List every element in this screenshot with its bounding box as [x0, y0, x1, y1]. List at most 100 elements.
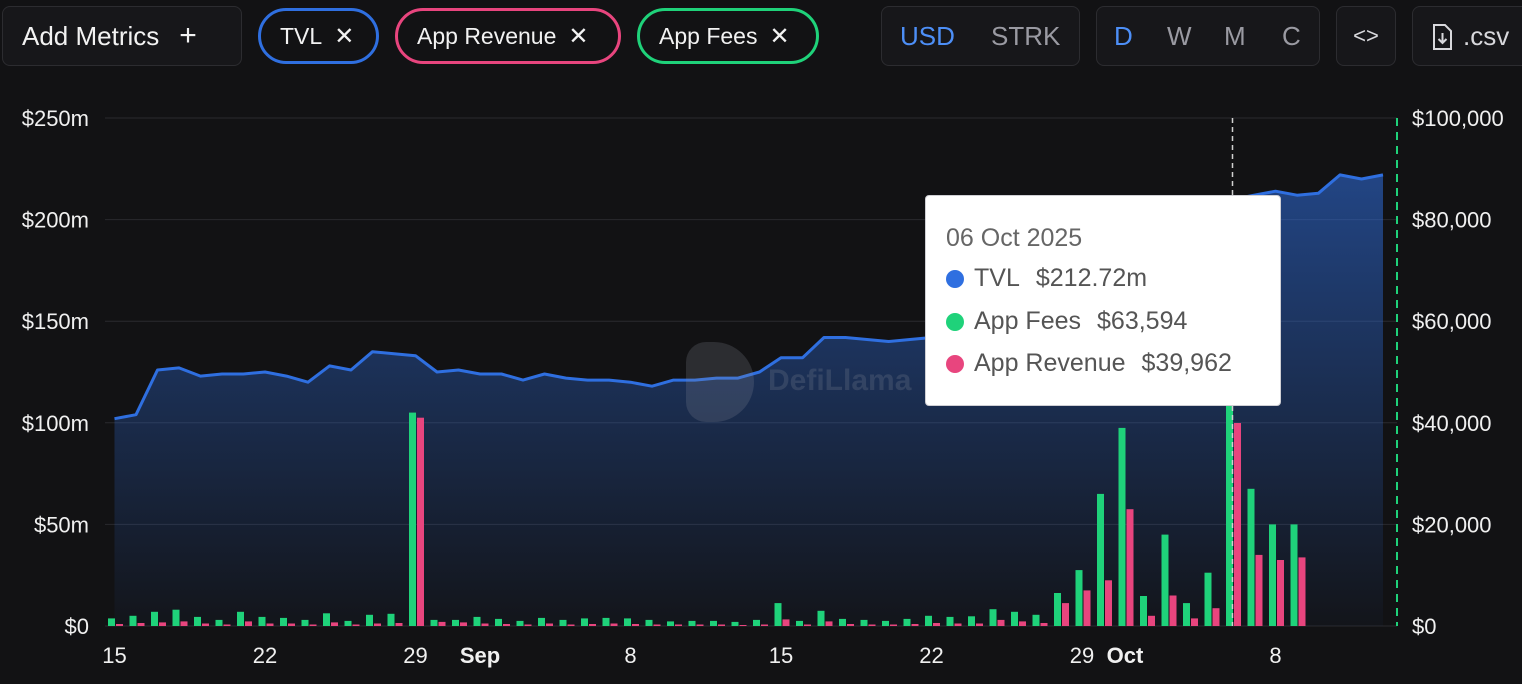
revenue-bar [309, 624, 317, 626]
y-left-tick-label: $250m [22, 106, 89, 131]
y-right-tick-label: $100,000 [1412, 106, 1504, 131]
fee-bar [430, 619, 438, 626]
revenue-bar [1105, 580, 1112, 626]
x-tick-label: 8 [1269, 643, 1281, 668]
metric-chip-app-fees[interactable]: App Fees ✕ [637, 8, 819, 64]
watermark-text: DefiLlama [768, 364, 912, 397]
currency-strk[interactable]: STRK [991, 20, 1061, 51]
fee-bar [839, 618, 846, 626]
fee-bar [624, 618, 631, 626]
tooltip-label: App Fees [974, 307, 1082, 335]
revenue-bar [1083, 590, 1091, 626]
legend-dot [946, 354, 964, 373]
revenue-bar [804, 624, 811, 626]
fee-bar [925, 615, 932, 626]
toolbar: Add Metrics + TVL ✕ App Revenue ✕ App Fe… [0, 0, 1522, 72]
fee-bar [1183, 603, 1190, 626]
y-right-tick-label: $0 [1412, 614, 1436, 639]
revenue-bar [481, 623, 489, 626]
fee-bar [409, 412, 416, 626]
fee-bar [1269, 524, 1276, 626]
currency-toggle: USD STRK [881, 6, 1080, 66]
fee-bar [559, 619, 567, 626]
close-icon[interactable]: ✕ [769, 22, 790, 50]
y-left-tick-label: $200m [22, 208, 89, 233]
x-tick-label: 22 [919, 643, 943, 668]
x-tick-label: 29 [1070, 643, 1094, 668]
fee-bar [301, 619, 309, 626]
y-left-tick-label: $100m [22, 411, 89, 436]
revenue-bar [331, 622, 338, 626]
fee-bar [387, 613, 395, 626]
x-tick-label: 29 [403, 643, 427, 668]
metric-label: TVL [280, 22, 323, 49]
x-tick-label: 15 [102, 643, 126, 668]
add-metrics-label: Add Metrics [22, 20, 160, 51]
period-c[interactable]: C [1282, 20, 1301, 51]
tooltip-label: TVL [974, 264, 1020, 292]
file-download-icon [1433, 24, 1452, 50]
revenue-bar [933, 623, 940, 626]
fee-bar [1075, 570, 1083, 626]
revenue-bar [739, 625, 747, 626]
currency-usd[interactable]: USD [900, 20, 955, 51]
tooltip-label: App Revenue [974, 349, 1126, 377]
revenue-bar [976, 623, 983, 626]
revenue-bar [1148, 615, 1155, 626]
revenue-bar [589, 624, 596, 626]
fee-bar [1011, 611, 1018, 626]
metric-label: App Revenue [417, 22, 557, 49]
chart-tooltip: 06 Oct 2025 TVL $212.72m App Fees $63,59… [925, 195, 1281, 406]
embed-button[interactable]: <> [1336, 6, 1396, 66]
fee-bar [860, 619, 868, 626]
x-tick-label: 22 [253, 643, 277, 668]
metric-chip-tvl[interactable]: TVL ✕ [258, 8, 379, 64]
fee-bar [688, 620, 696, 626]
revenue-bar [890, 624, 897, 626]
metric-chip-app-revenue[interactable]: App Revenue ✕ [395, 8, 621, 64]
legend-dot [946, 312, 964, 331]
revenue-bar [761, 624, 768, 626]
revenue-bar [1255, 554, 1263, 626]
revenue-bar [653, 624, 661, 626]
revenue-bar [223, 624, 231, 626]
fee-bar [989, 609, 997, 626]
fee-bar [237, 611, 244, 626]
revenue-bar [610, 623, 618, 626]
period-w[interactable]: W [1167, 20, 1192, 51]
period-d[interactable]: D [1114, 20, 1133, 51]
revenue-bar [352, 624, 360, 626]
y-right-tick-label: $20,000 [1412, 512, 1492, 537]
fee-bar [1032, 614, 1040, 626]
y-right-tick-label: $40,000 [1412, 411, 1492, 436]
revenue-bar [1019, 621, 1026, 626]
fee-bar [473, 616, 481, 626]
chart[interactable]: $0 $0 $50m $20,000 $100m $40,000 $150m $60,000 $… [0, 72, 1522, 684]
revenue-bar [245, 621, 252, 626]
fee-bar [344, 620, 352, 626]
fee-bar [323, 613, 330, 626]
csv-download-button[interactable]: .csv [1412, 6, 1522, 66]
close-icon[interactable]: ✕ [568, 22, 589, 50]
tooltip-row-tvl: TVL $212.72m [946, 264, 1147, 293]
y-left-tick-label: $150m [22, 309, 89, 334]
add-metrics-button[interactable]: Add Metrics + [2, 6, 242, 66]
revenue-bar [159, 622, 166, 626]
fee-bar [258, 616, 266, 626]
period-m[interactable]: M [1224, 20, 1246, 51]
fee-bar [774, 603, 782, 626]
tooltip-row-app-revenue: App Revenue $39,962 [946, 349, 1232, 378]
revenue-bar [288, 623, 295, 626]
fee-bar [1226, 302, 1233, 626]
fee-bar [366, 614, 373, 626]
x-tick-label: Sep [460, 643, 500, 668]
tvl-area [114, 174, 1383, 626]
fee-bar [602, 617, 610, 626]
revenue-bar [1234, 423, 1241, 626]
revenue-bar [911, 624, 919, 626]
metric-label: App Fees [659, 22, 758, 49]
close-icon[interactable]: ✕ [334, 22, 355, 50]
revenue-bar [1191, 618, 1198, 626]
revenue-bar [137, 623, 145, 626]
fee-bar [882, 620, 889, 626]
